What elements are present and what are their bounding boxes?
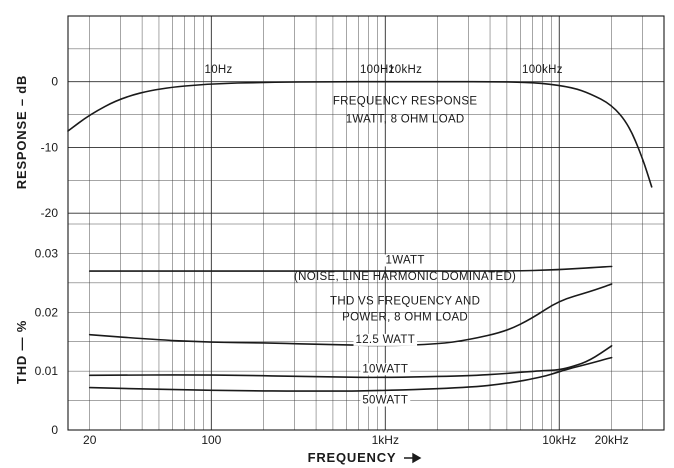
thd-y-tick-label: 0.03 — [35, 246, 59, 260]
series-label-backdrop — [353, 333, 418, 346]
plot-frame — [67, 15, 665, 431]
response-annotation: 10kHz — [388, 64, 422, 76]
response-annotation: 10Hz — [205, 64, 233, 76]
thd-y-tick-label: 0.01 — [35, 364, 59, 378]
x-ticks: 20 100 1kHz 10kHz 20kHz — [83, 433, 629, 447]
response-annotation: 1WATT, 8 OHM LOAD — [346, 113, 465, 125]
response-annotation: 100Hz — [360, 64, 395, 76]
x-tick-label: 100 — [201, 433, 221, 447]
thd-annotation: (NOISE, LINE HARMONIC DOMINATED) — [294, 271, 516, 283]
series-label-10watt: 10WATT — [362, 363, 408, 375]
thd-y-axis-label: THD — % — [14, 320, 29, 384]
frequency-response-curve — [67, 80, 653, 188]
thd-annotation: POWER, 8 OHM LOAD — [342, 312, 468, 324]
series-label-1watt: 1WATT — [386, 254, 425, 266]
x-tick-label: 10kHz — [542, 433, 576, 447]
series-label-backdrop — [383, 254, 427, 267]
response-y-ticks: 0 -10 -20 — [41, 75, 59, 220]
thd-y-tick-label: 0 — [51, 423, 58, 437]
thd-y-ticks: 0 0.01 0.02 0.03 — [35, 246, 59, 437]
response-annotation: FREQUENCY RESPONSE — [333, 96, 478, 108]
curves — [67, 80, 653, 392]
series-label-backdrop — [360, 394, 411, 407]
thd-10watt-curve — [88, 345, 613, 379]
response-y-tick-label: -20 — [41, 206, 59, 220]
series-label-50watt: 50WATT — [362, 395, 408, 407]
x-axis-label: FREQUENCY — [308, 450, 397, 465]
response-y-tick-label: 0 — [51, 75, 58, 89]
plot-border — [67, 15, 665, 431]
thd-annotation: THD VS FREQUENCY AND — [330, 296, 480, 308]
thd-50watt-curve — [88, 356, 613, 392]
series-label-backdrop — [360, 363, 411, 376]
response-y-tick-label: -10 — [41, 140, 59, 154]
x-axis-label-arrow — [404, 452, 422, 464]
thd-12-5watt-curve — [88, 283, 613, 347]
x-tick-label: 20kHz — [595, 433, 629, 447]
thd-1watt-curve — [88, 265, 613, 272]
series-label-12-5watt: 12.5 WATT — [356, 334, 416, 346]
x-tick-label: 20 — [83, 433, 97, 447]
response-y-axis-label: RESPONSE – dB — [14, 75, 29, 189]
series-labels: 1WATT 12.5 WATT 10WATT 50WATT — [353, 254, 427, 407]
response-annotation: 100kHz — [522, 64, 563, 76]
thd-y-tick-label: 0.02 — [35, 305, 59, 319]
x-tick-label: 1kHz — [372, 433, 399, 447]
